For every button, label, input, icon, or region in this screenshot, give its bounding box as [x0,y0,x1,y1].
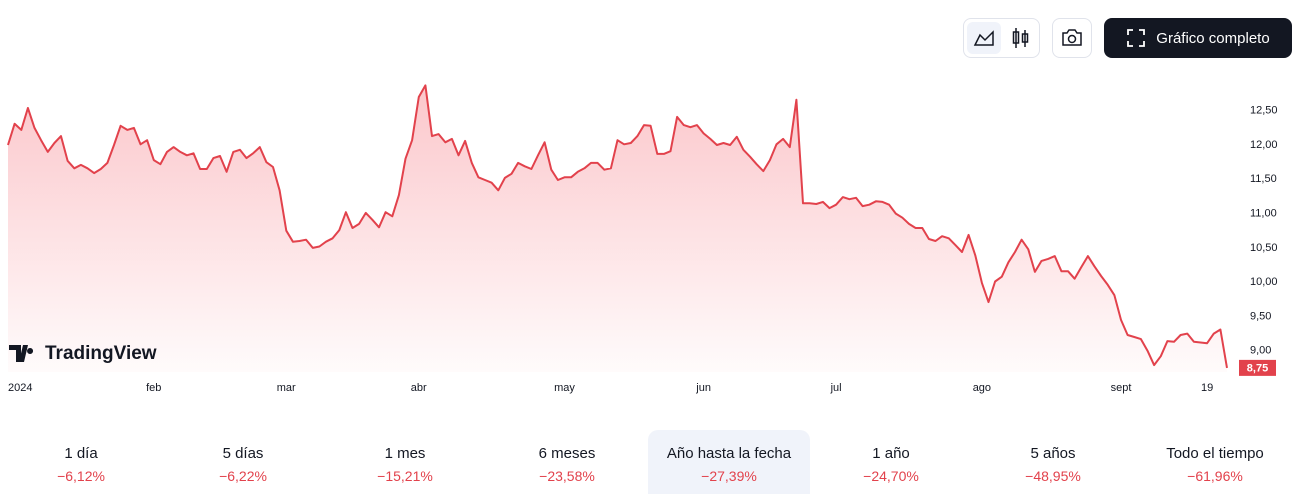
x-tick-label: 19 [1201,382,1213,394]
area-fill [8,85,1227,373]
full-chart-label: Gráfico completo [1156,29,1270,47]
y-tick-label: 9,00 [1250,345,1271,357]
period-tab[interactable]: 6 meses −23,58% [486,430,648,494]
period-label: Todo el tiempo [1166,445,1264,462]
period-change: −61,96% [1187,468,1243,484]
period-tabs: 1 día −6,12% 5 días −6,22% 1 mes −15,21% 6 mes… [0,430,1297,494]
y-tick-label: 12,50 [1250,105,1278,117]
period-label: 6 meses [538,445,596,462]
period-tab[interactable]: 5 días −6,22% [162,430,324,494]
chart-type-icons [967,22,1029,54]
period-tab[interactable]: Todo el tiempo −61,96% [1134,430,1296,494]
chart: TradingView 9,00 9,50 10,00 10,50 11,00 11,50… [7,84,1278,394]
last-price-label: 8,75 [1247,362,1268,374]
watermark: TradingView [9,343,157,364]
snapshot-button[interactable] [1052,18,1092,58]
y-tick-label: 10,50 [1250,242,1278,254]
period-tab[interactable]: 1 mes −15,21% [324,430,486,494]
period-tab[interactable]: 1 año −24,70% [810,430,972,494]
period-tab[interactable]: 5 años −48,95% [972,430,1134,494]
watermark-text: TradingView [45,343,157,364]
y-tick-label: 9,50 [1250,310,1271,322]
period-label: 5 años [1030,445,1076,462]
y-tick-label: 12,00 [1250,139,1278,151]
x-tick-label: may [554,382,575,394]
period-change: −27,39% [701,468,757,484]
period-label: 1 mes [384,445,426,462]
chart-type-group [963,18,1040,58]
period-change: −6,12% [57,468,105,484]
x-tick-label: 2024 [8,382,32,394]
area-icon [973,30,994,46]
period-label: 1 día [64,445,98,462]
period-change: −48,95% [1025,468,1081,484]
period-change: −15,21% [377,468,433,484]
period-label: 1 año [872,445,910,462]
fullscreen-icon [1127,29,1146,47]
x-tick-label: jul [830,382,842,394]
camera-icon [1062,29,1082,46]
x-tick-label: abr [411,382,427,394]
period-change: −6,22% [219,468,267,484]
period-change: −23,58% [539,468,595,484]
last-price-tag [1239,359,1276,376]
period-tab[interactable]: Año hasta la fecha −27,39% [648,430,810,494]
x-tick-label: mar [277,382,296,394]
period-label: Año hasta la fecha [666,445,792,462]
x-tick-label: sept [1111,382,1132,394]
period-label: 5 días [222,445,264,462]
x-tick-label: jun [695,382,711,394]
x-tick-label: feb [146,382,161,394]
price-line [7,84,1228,369]
period-change: −24,70% [863,468,919,484]
y-tick-label: 11,50 [1250,173,1277,185]
full-chart-button[interactable]: Gráfico completo [1104,18,1292,58]
y-tick-label: 11,00 [1250,208,1277,220]
logo-icon [9,345,34,362]
y-tick-label: 10,00 [1250,276,1278,288]
x-tick-label: ago [973,382,991,394]
candle-type-button[interactable] [1012,28,1029,48]
period-tab[interactable]: 1 día −6,12% [0,430,162,494]
